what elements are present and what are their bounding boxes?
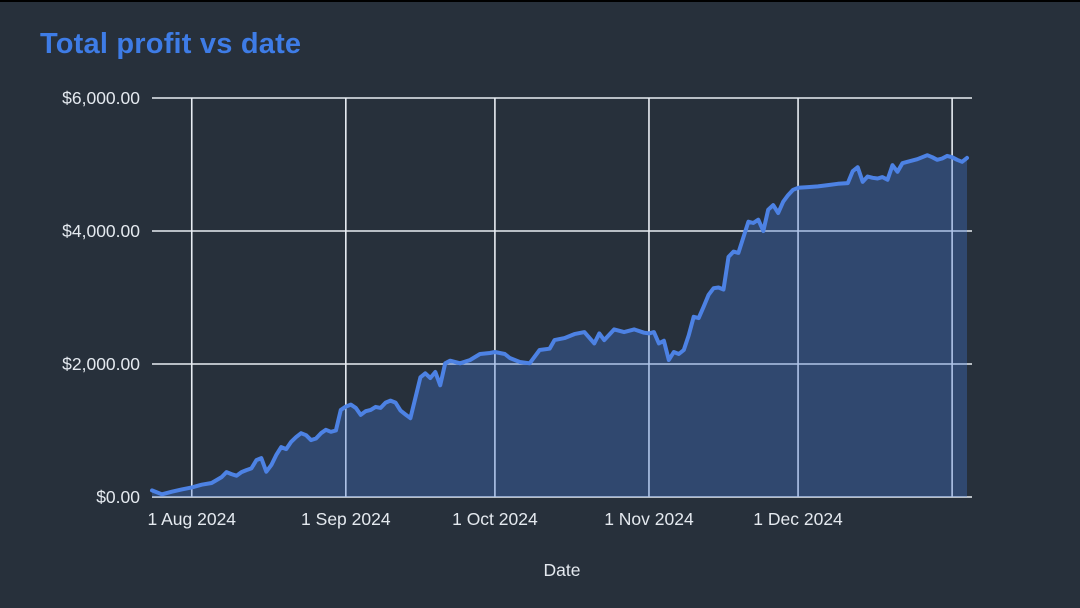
window-top-edge — [0, 0, 1080, 2]
x-axis-tick-label: 1 Oct 2024 — [452, 509, 538, 529]
y-axis-tick-label: $0.00 — [96, 487, 140, 507]
x-axis-tick-label: 1 Dec 2024 — [753, 509, 843, 529]
y-axis-tick-label: $6,000.00 — [62, 88, 140, 108]
profit-line — [150, 153, 969, 497]
profit-area — [152, 155, 967, 497]
chart-title: Total profit vs date — [40, 28, 302, 60]
x-axis-tick-label: 1 Nov 2024 — [604, 509, 694, 529]
x-axis-tick-label: 1 Sep 2024 — [301, 509, 391, 529]
x-axis-title: Date — [543, 560, 581, 580]
x-axis-tick-label: 1 Aug 2024 — [147, 509, 237, 529]
y-axis-tick-label: $2,000.00 — [62, 354, 140, 374]
y-axis-tick-label: $4,000.00 — [62, 221, 140, 241]
